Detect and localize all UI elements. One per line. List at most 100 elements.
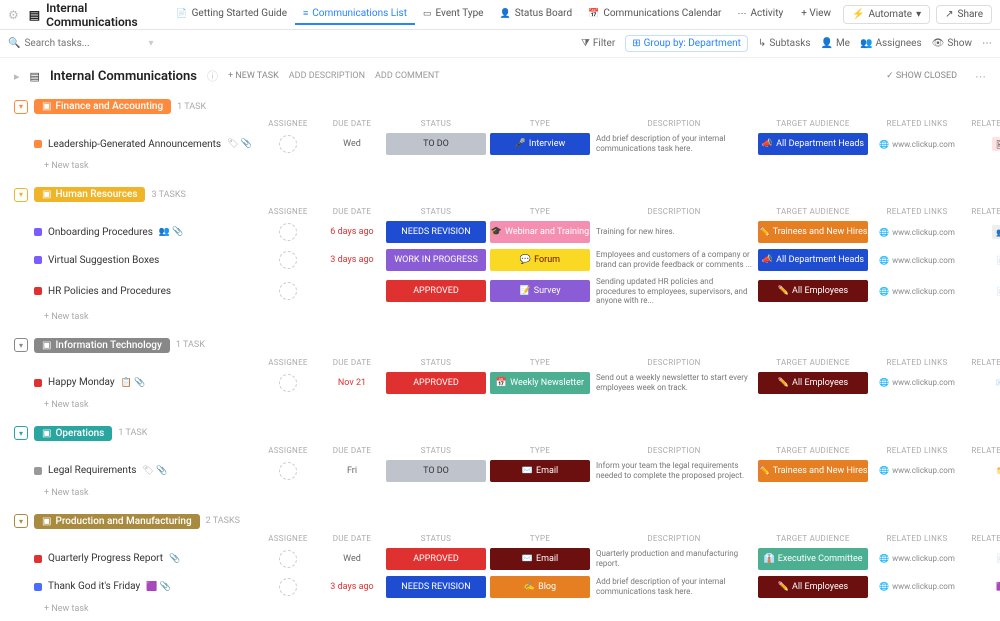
assignee-cell[interactable] [258,135,318,153]
due-date[interactable]: Wed [322,554,382,564]
add-description-button[interactable]: ADD DESCRIPTION [289,71,365,81]
due-date[interactable]: 3 days ago [322,255,382,265]
me-button[interactable]: 👤Me [820,38,850,49]
file-cell[interactable]: 📄 [966,284,1000,298]
settings-icon[interactable]: ⚙ [8,8,19,22]
file-cell[interactable]: 🖼 [966,137,1000,151]
due-date[interactable]: Fri [322,466,382,476]
file-thumbnail[interactable]: 🟪 [992,580,1000,594]
status-pill[interactable]: NEEDS REVISION [386,221,486,243]
task-name-cell[interactable]: Quarterly Progress Report 📎 [34,553,254,564]
related-link[interactable]: 🌐www.clickup.com [872,287,962,296]
due-date[interactable]: 3 days ago [322,582,382,592]
collapse-toggle[interactable]: ▾ [14,188,28,202]
assignee-cell[interactable] [258,462,318,480]
due-date[interactable]: Wed [322,139,382,149]
type-pill[interactable]: 💬Forum [490,249,590,271]
tab-event-type[interactable]: ▭Event Type [415,4,492,25]
target-pill[interactable]: 📣All Department Heads [758,133,868,155]
related-link[interactable]: 🌐www.clickup.com [872,466,962,475]
show-button[interactable]: 👁Show [932,38,972,49]
task-row[interactable]: Virtual Suggestion Boxes 3 days ago WORK… [0,246,1000,274]
target-pill[interactable]: ✏️All Employees [758,280,868,302]
assignee-placeholder[interactable] [279,135,297,153]
task-name-cell[interactable]: Legal Requirements 🏷 📎 [34,465,254,476]
task-name-cell[interactable]: HR Policies and Procedures [34,286,254,297]
file-thumbnail[interactable]: 👥 [992,225,1000,239]
assignee-cell[interactable] [258,578,318,596]
group-label[interactable]: ▣Finance and Accounting [34,99,171,114]
new-task-button[interactable]: + NEW TASK [228,71,279,81]
status-pill[interactable]: WORK IN PROGRESS [386,249,486,271]
assignee-placeholder[interactable] [279,251,297,269]
target-pill[interactable]: ✏️All Employees [758,576,868,598]
due-date[interactable]: Nov 21 [322,378,382,388]
share-button[interactable]: ↗Share [936,5,992,24]
related-link[interactable]: 🌐www.clickup.com [872,378,962,387]
file-thumbnail[interactable]: 📧 [992,376,1000,390]
chevron-down-icon[interactable]: ▾ [148,38,153,49]
group-label[interactable]: ▣Production and Manufacturing [34,514,200,529]
group-label[interactable]: ▣Human Resources [34,187,145,202]
new-task-inline[interactable]: + New task [0,601,1000,617]
due-date[interactable]: 6 days ago [322,227,382,237]
status-pill[interactable]: APPROVED [386,280,486,302]
subtasks-button[interactable]: ↳Subtasks [758,38,811,49]
file-cell[interactable]: 📁 [966,464,1000,478]
task-row[interactable]: Onboarding Procedures 👥 📎 6 days ago NEE… [0,218,1000,246]
task-row[interactable]: Quarterly Progress Report 📎 Wed APPROVED… [0,545,1000,573]
task-name-cell[interactable]: Leadership-Generated Announcements 🏷 📎 [34,139,254,150]
more-icon[interactable]: ⋯ [975,70,986,83]
task-name-cell[interactable]: Virtual Suggestion Boxes [34,255,254,266]
related-link[interactable]: 🌐www.clickup.com [872,228,962,237]
new-task-inline[interactable]: + New task [0,485,1000,501]
target-pill[interactable]: 📣All Department Heads [758,249,868,271]
target-pill[interactable]: ✏️Trainees and New Hires [758,221,868,243]
filter-button[interactable]: ⧩Filter [581,38,615,49]
task-name-cell[interactable]: Onboarding Procedures 👥 📎 [34,227,254,238]
file-thumbnail[interactable]: 📄 [992,284,1000,298]
file-cell[interactable]: 👥 [966,225,1000,239]
assignee-placeholder[interactable] [279,578,297,596]
collapse-toggle[interactable]: ▾ [14,100,28,114]
task-row[interactable]: Legal Requirements 🏷 📎 Fri TO DO ✉️Email… [0,457,1000,485]
more-icon[interactable]: ⋯ [982,38,992,49]
info-icon[interactable]: ⓘ [207,68,218,84]
assignee-placeholder[interactable] [279,550,297,568]
collapse-icon[interactable]: ▸ [14,70,20,83]
assignee-placeholder[interactable] [279,223,297,241]
related-link[interactable]: 🌐www.clickup.com [872,582,962,591]
task-name-cell[interactable]: Thank God it's Friday 🟪 📎 [34,581,254,592]
tab-activity[interactable]: ⋯Activity [729,4,791,25]
new-task-inline[interactable]: + New task [0,309,1000,325]
assignee-placeholder[interactable] [279,462,297,480]
group-label[interactable]: ▣Information Technology [34,338,170,353]
page-title-tab[interactable]: ▤ Internal Communications [21,0,167,33]
target-pill[interactable]: ✏️All Employees [758,372,868,394]
file-cell[interactable]: 📄 [966,253,1000,267]
assignee-cell[interactable] [258,223,318,241]
file-thumbnail[interactable]: 📁 [992,464,1000,478]
type-pill[interactable]: 🎓Webinar and Training [490,221,590,243]
assignee-placeholder[interactable] [279,282,297,300]
show-closed-button[interactable]: ✓ SHOW CLOSED [886,71,957,81]
status-pill[interactable]: TO DO [386,133,486,155]
collapse-toggle[interactable]: ▾ [14,426,28,440]
status-pill[interactable]: APPROVED [386,372,486,394]
task-row[interactable]: HR Policies and Procedures APPROVED 📝Sur… [0,274,1000,309]
status-pill[interactable]: TO DO [386,460,486,482]
tab-getting-started-guide[interactable]: 📄Getting Started Guide [168,4,295,25]
collapse-toggle[interactable]: ▾ [14,338,28,352]
file-thumbnail[interactable]: 🖼 [992,137,1000,151]
related-link[interactable]: 🌐www.clickup.com [872,554,962,563]
type-pill[interactable]: 📅Weekly Newsletter [490,372,590,394]
file-cell[interactable]: 📄 [966,552,1000,566]
type-pill[interactable]: ✉️Email [490,548,590,570]
task-row[interactable]: Happy Monday 📋 📎 Nov 21 APPROVED 📅Weekly… [0,369,1000,397]
assignee-cell[interactable] [258,282,318,300]
assignee-cell[interactable] [258,374,318,392]
assignee-placeholder[interactable] [279,374,297,392]
task-row[interactable]: Leadership-Generated Announcements 🏷 📎 W… [0,130,1000,158]
group-label[interactable]: ▣Operations [34,426,112,441]
related-link[interactable]: 🌐www.clickup.com [872,140,962,149]
